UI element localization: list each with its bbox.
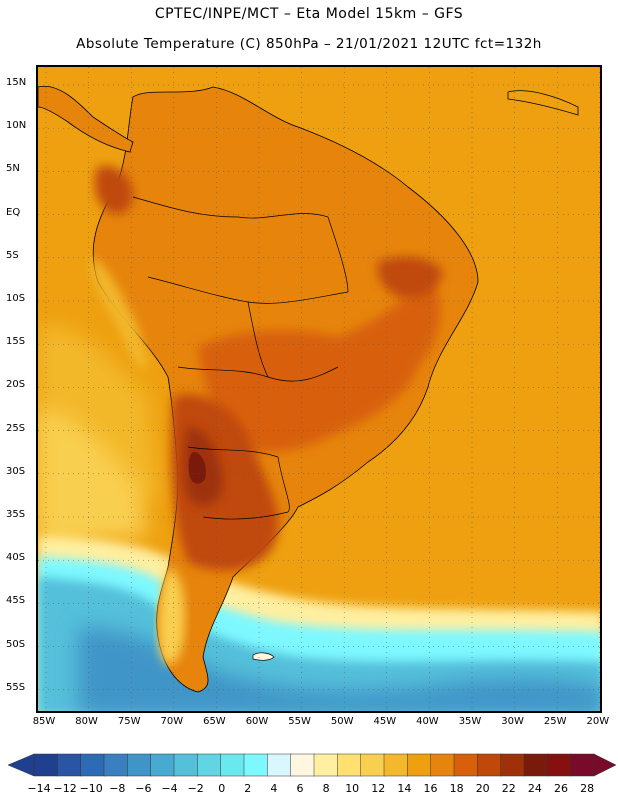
colorbar-swatch: [80, 753, 105, 777]
colorbar-label: 16: [423, 782, 438, 795]
lat-label-5S: 5S: [6, 249, 19, 261]
colorbar-swatch: [453, 753, 479, 777]
colorbar-swatch: [197, 753, 222, 777]
lat-label-35S: 35S: [6, 509, 26, 520]
lat-label-15N: 15N: [6, 77, 27, 88]
colorbar-swatch: [127, 753, 152, 777]
colorbar-swatch: [337, 753, 362, 777]
lat-label-45S: 45S: [6, 595, 26, 607]
lon-label-75W: 75W: [117, 716, 141, 727]
colorbar-label: 26: [554, 782, 568, 795]
colorbar-label: −14: [27, 782, 51, 795]
temperature-map: [38, 67, 600, 711]
colorbar-swatch: [173, 753, 199, 777]
colorbar-swatch: [103, 753, 129, 777]
lon-label-60W: 60W: [245, 716, 269, 727]
lat-label-5N: 5N: [6, 163, 20, 175]
colorbar-swatch: [243, 753, 269, 777]
colorbar-label: 24: [527, 782, 542, 795]
colorbar-swatch: [57, 753, 82, 777]
colorbar-swatch: [33, 753, 59, 777]
colorbar-swatch: [477, 753, 502, 777]
lon-label-85W: 85W: [32, 716, 56, 727]
lat-label-15S: 15S: [6, 336, 26, 348]
colorbar-label: 28: [580, 782, 595, 795]
colorbar-swatch: [523, 753, 549, 777]
colorbar-swatch: [383, 753, 409, 777]
title-line-2: Absolute Temperature (C) 850hPa – 21/01/…: [76, 36, 542, 52]
colorbar-label: −6: [135, 782, 152, 795]
lat-label-40S: 40S: [6, 552, 26, 564]
colorbar-label: 2: [244, 782, 252, 795]
colorbar-label: 14: [397, 782, 412, 795]
colorbar-label: 6: [296, 782, 304, 795]
andes-cooler-band: [91, 257, 148, 369]
lat-lon-grid: [38, 67, 600, 711]
colorbar-swatch: [267, 753, 292, 777]
lon-label-65W: 65W: [203, 716, 226, 727]
colorbar-label: −4: [161, 782, 178, 795]
colorbar-label: −8: [109, 782, 126, 795]
lon-label-35W: 35W: [458, 716, 482, 727]
colorbar-label: 20: [475, 782, 490, 795]
lat-label-30S: 30S: [6, 465, 26, 477]
colorbar-label: 0: [218, 782, 226, 795]
lat-label-55S: 55S: [6, 681, 26, 693]
lon-label-50W: 50W: [330, 716, 354, 727]
colorbar-label: 10: [345, 782, 360, 795]
lon-label-45W: 45W: [373, 716, 397, 727]
lat-label-20S: 20S: [6, 379, 26, 391]
map-frame: [36, 65, 602, 713]
lat-label-50S: 50S: [6, 638, 26, 650]
lon-label-20W: 20W: [586, 716, 610, 727]
falkland-islands: [252, 652, 275, 661]
lat-label-10N: 10N: [6, 120, 27, 132]
colorbar-swatch: [500, 753, 525, 777]
colorbar-min-arrow: [7, 753, 35, 777]
colorbar-max-arrow: [593, 753, 617, 777]
colorbar-swatch: [547, 753, 572, 777]
colorbar-swatch: [407, 753, 432, 777]
colorbar-swatch: [220, 753, 245, 777]
colorbar-swatch: [570, 753, 595, 777]
lon-label-80W: 80W: [75, 716, 98, 727]
colorbar-swatch: [430, 753, 455, 777]
lat-label-25S: 25S: [6, 422, 26, 434]
lon-label-55W: 55W: [288, 716, 311, 727]
colorbar-label: −12: [53, 782, 77, 795]
colorbar-label: −2: [187, 782, 204, 795]
lon-label-25W: 25W: [543, 716, 567, 727]
colorbar-label: −10: [79, 782, 103, 795]
colorbar-label: 8: [322, 782, 330, 795]
hot-zone-colombia: [94, 166, 133, 214]
caribbean-islands: [507, 90, 579, 116]
patagonia-cooler: [158, 567, 185, 665]
colorbar-label: 22: [501, 782, 516, 795]
country-borders: [132, 196, 349, 520]
lon-label-30W: 30W: [501, 716, 524, 727]
lat-label-EQ: EQ: [6, 206, 21, 218]
colorbar-label: 12: [371, 782, 386, 795]
lon-label-70W: 70W: [160, 716, 184, 727]
colorbar-label: 18: [449, 782, 464, 795]
central-america: [38, 85, 134, 153]
lat-label-10S: 10S: [6, 293, 26, 304]
colorbar-swatch: [290, 753, 315, 777]
title-line-1: CPTEC/INPE/MCT – Eta Model 15km – GFS: [154, 6, 464, 22]
hottest-spot: [188, 452, 206, 484]
colorbar: [7, 753, 617, 777]
hot-zone-central: [198, 277, 441, 453]
colorbar-swatch: [313, 753, 339, 777]
hot-zone-northeast: [377, 256, 443, 299]
pacific-pale-band: [38, 407, 148, 557]
colorbar-swatch: [360, 753, 385, 777]
colorbar-label: 4: [270, 782, 278, 795]
colorbar-swatch: [150, 753, 175, 777]
lon-label-40W: 40W: [416, 716, 439, 727]
